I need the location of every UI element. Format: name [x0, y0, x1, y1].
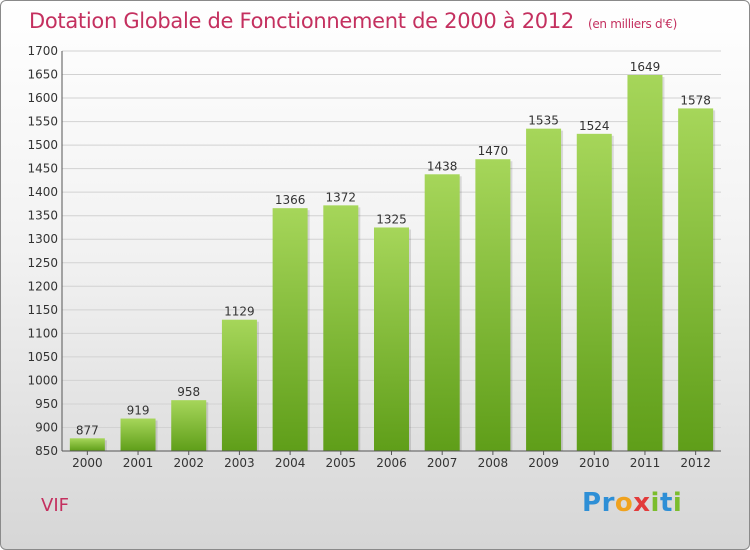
- bar: [272, 208, 308, 451]
- bar-value-label: 919: [127, 404, 150, 418]
- x-tick-label: 2006: [376, 456, 407, 470]
- logo-letter: i: [672, 488, 683, 518]
- y-tick-label: 1650: [27, 68, 58, 82]
- x-tick-label: 2008: [478, 456, 509, 470]
- bar: [678, 108, 714, 451]
- bar: [171, 400, 207, 451]
- chart-unit: (en milliers d'€): [587, 17, 677, 31]
- y-tick-label: 950: [35, 397, 58, 411]
- logo-letter: o: [614, 488, 634, 518]
- y-tick-label: 1350: [27, 209, 58, 223]
- logo-letter: P: [582, 488, 602, 518]
- y-tick-label: 1100: [27, 326, 58, 340]
- bar-value-label: 1325: [376, 212, 407, 226]
- bar-value-label: 1535: [528, 114, 559, 128]
- proxiti-logo[interactable]: Proxiti: [582, 488, 682, 518]
- x-tick-label: 2011: [630, 456, 661, 470]
- bar-value-label: 877: [76, 423, 99, 437]
- bar: [475, 159, 511, 451]
- y-tick-label: 1250: [27, 256, 58, 270]
- x-tick-label: 2003: [224, 456, 255, 470]
- y-tick-label: 1450: [27, 162, 58, 176]
- y-tick-label: 1050: [27, 350, 58, 364]
- y-tick-label: 1500: [27, 138, 58, 152]
- bar: [374, 227, 409, 451]
- x-tick-label: 2009: [528, 456, 559, 470]
- x-tick-label: 2007: [427, 456, 458, 470]
- bar-value-label: 958: [177, 385, 200, 399]
- logo-letter: t: [659, 488, 673, 518]
- bar: [221, 319, 257, 451]
- bar-value-label: 1578: [680, 93, 711, 107]
- x-tick-label: 2000: [72, 456, 103, 470]
- chart-title-text: Dotation Globale de Fonctionnement de 20…: [29, 9, 574, 33]
- bar: [576, 133, 612, 451]
- logo-letter: r: [601, 488, 615, 518]
- y-tick-label: 1400: [27, 185, 58, 199]
- chart-title: Dotation Globale de Fonctionnement de 20…: [29, 9, 677, 33]
- bar: [120, 418, 156, 451]
- bar-value-label: 1372: [326, 190, 357, 204]
- bar-value-label: 1470: [478, 144, 509, 158]
- bars: 877 919 958 1129 1366 1372 1325 1438 1470 1535 152…: [69, 60, 716, 451]
- commune-name: VIF: [41, 495, 69, 516]
- bar-value-label: 1129: [224, 305, 255, 319]
- y-tick-label: 1550: [27, 115, 58, 129]
- x-tick-label: 2005: [326, 456, 357, 470]
- y-tick-label: 900: [35, 420, 58, 434]
- bar: [69, 438, 105, 451]
- y-tick-label: 1700: [27, 44, 58, 58]
- x-tick-label: 2010: [579, 456, 610, 470]
- bar: [526, 128, 562, 451]
- axes: 850 900 950 1000 1050 1100 1150 1200 1250 1300 135…: [27, 44, 721, 470]
- y-tick-label: 1600: [27, 91, 58, 105]
- logo-letter: i: [650, 488, 660, 518]
- y-tick-label: 1200: [27, 279, 58, 293]
- y-tick-label: 1000: [27, 373, 58, 387]
- x-tick-label: 2004: [275, 456, 306, 470]
- logo-letter: x: [633, 488, 651, 518]
- bar: [323, 205, 359, 451]
- y-tick-label: 1150: [27, 303, 58, 317]
- y-tick-label: 850: [35, 444, 58, 458]
- bar: [627, 75, 663, 451]
- y-tick-label: 1300: [27, 232, 58, 246]
- bar-value-label: 1524: [579, 119, 610, 133]
- bar-value-label: 1649: [630, 60, 661, 74]
- bar-value-label: 1366: [275, 193, 306, 207]
- x-tick-label: 2002: [173, 456, 204, 470]
- x-tick-label: 2001: [123, 456, 154, 470]
- bar-value-label: 1438: [427, 159, 458, 173]
- bar: [424, 174, 460, 451]
- x-tick-label: 2012: [680, 456, 711, 470]
